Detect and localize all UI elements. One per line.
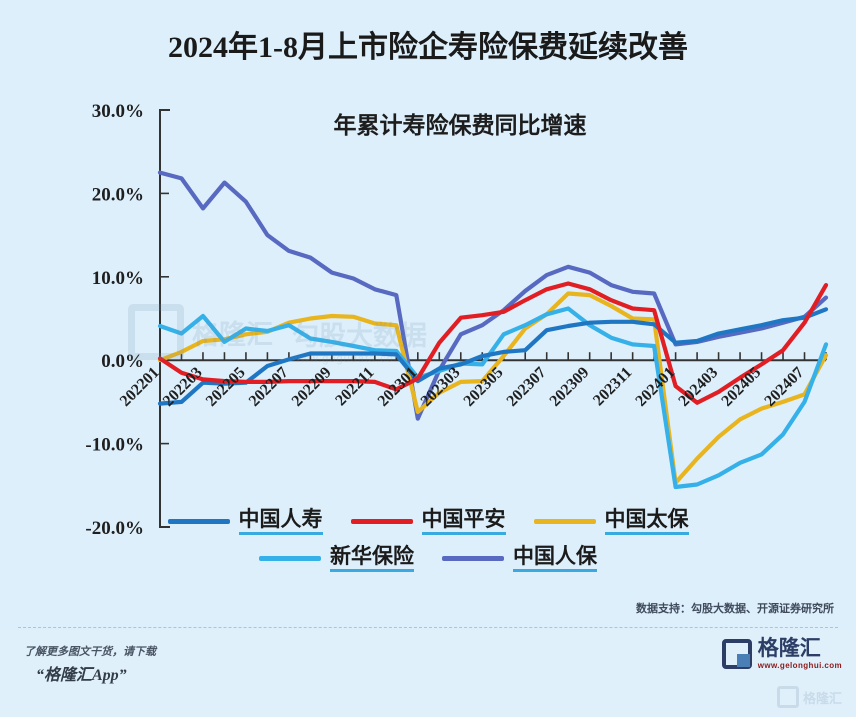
legend-label: 新华保险	[330, 545, 414, 573]
legend-label: 中国人寿	[238, 508, 323, 536]
ghost-mark-icon	[776, 686, 799, 708]
chart-card: 2024年1-8月上市险企寿险保费延续改善 年累计寿险保费同比增速 格隆汇 勾股…	[0, 31, 856, 628]
legend-item[interactable]: 新华保险	[259, 545, 414, 573]
source-note: 数据支持：勾股大数据、开源证券研究所	[636, 603, 834, 615]
legend-swatch	[167, 519, 230, 525]
legend-swatch	[442, 556, 504, 562]
plot-area: 年累计寿险保费同比增速 格隆汇 勾股大数据 www.gogudata.com -…	[0, 92, 856, 572]
svg-text:202305: 202305	[461, 364, 507, 410]
ghost-brand-name: 格隆汇	[802, 690, 842, 706]
legend-item[interactable]: 中国人寿	[167, 508, 323, 536]
svg-text:202311: 202311	[590, 364, 635, 409]
brand-url: www.gelonghui.com	[757, 661, 842, 670]
svg-text:202207: 202207	[246, 364, 292, 410]
svg-text:202401: 202401	[632, 364, 678, 410]
legend-swatch	[350, 519, 413, 525]
footer-line-1: 了解更多图文干货，请下载	[24, 646, 156, 658]
legend-item[interactable]: 中国太保	[533, 508, 689, 536]
legend-label: 中国人保	[513, 545, 597, 573]
svg-text:202309: 202309	[547, 364, 593, 410]
brand-mark-icon	[721, 639, 752, 669]
svg-text:0.0%: 0.0%	[101, 351, 144, 372]
chart-legend: 中国人寿 中国平安 中国太保 新华保险 中国人保	[0, 508, 856, 582]
svg-text:202211: 202211	[332, 364, 377, 409]
y-axis-labels: -20.0% -10.0% 0.0% 10.0% 20.0% 30.0%	[85, 101, 144, 539]
chart-subtitle: 年累计寿险保费同比增速	[333, 113, 587, 138]
legend-label: 中国太保	[604, 508, 689, 536]
legend-label: 中国平安	[421, 508, 506, 536]
legend-swatch	[259, 556, 321, 562]
page-title: 2024年1-8月上市险企寿险保费延续改善	[168, 31, 688, 64]
legend-row-bottom: 新华保险 中国人保	[0, 545, 856, 573]
svg-text:-20.0%: -20.0%	[85, 518, 144, 539]
svg-text:20.0%: 20.0%	[92, 184, 144, 205]
footer-line-2: “格隆汇App”	[36, 667, 127, 684]
svg-text:10.0%: 10.0%	[92, 268, 144, 289]
legend-item[interactable]: 中国人保	[442, 545, 597, 573]
svg-text:202307: 202307	[504, 364, 550, 410]
footer: 了解更多图文干货，请下载 “格隆汇App” 格隆汇 www.gelonghui.…	[0, 630, 856, 717]
brand-logo[interactable]: 格隆汇 www.gelonghui.com	[721, 636, 842, 670]
svg-text:30.0%: 30.0%	[92, 101, 144, 122]
legend-item[interactable]: 中国平安	[350, 508, 506, 536]
legend-row-top: 中国人寿 中国平安 中国太保	[0, 508, 856, 536]
line-chart-svg: -20.0% -10.0% 0.0% 10.0% 20.0% 30.0% 20220120…	[85, 101, 829, 539]
svg-text:-10.0%: -10.0%	[85, 435, 144, 456]
divider	[18, 627, 838, 628]
brand-logo-ghost: 格隆汇	[776, 686, 842, 708]
series-group	[157, 170, 829, 490]
x-axis-labels: 2022012022032022052022072022092022112023…	[117, 364, 807, 410]
brand-name: 格隆汇	[757, 636, 821, 660]
svg-text:202205: 202205	[203, 364, 249, 410]
svg-text:202209: 202209	[289, 364, 335, 410]
legend-swatch	[533, 519, 596, 525]
